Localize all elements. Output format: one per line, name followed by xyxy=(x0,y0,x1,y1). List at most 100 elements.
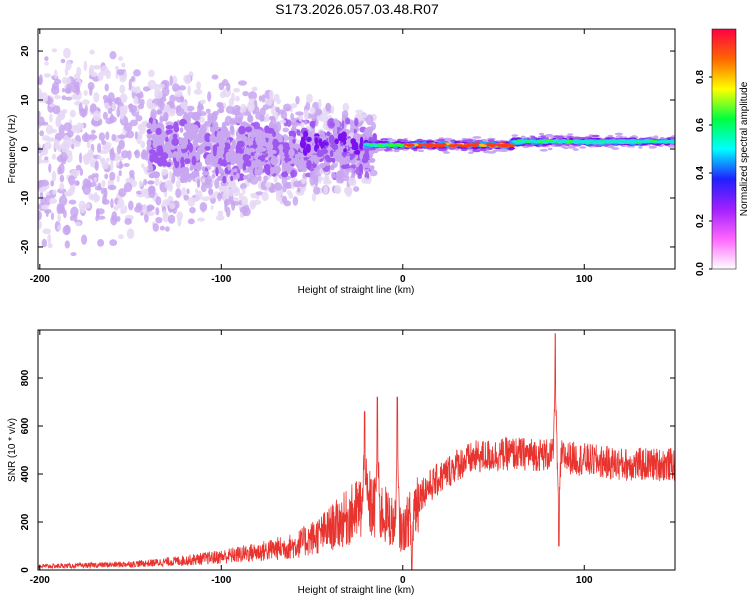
spectrogram-point xyxy=(319,163,326,168)
spectrogram-point xyxy=(171,137,179,146)
spectrogram-point xyxy=(638,146,643,149)
spectrogram-point xyxy=(205,108,211,114)
spectrogram-point xyxy=(70,186,75,195)
spectrogram-point xyxy=(270,156,279,166)
spectrogram-point xyxy=(39,92,49,104)
spectrogram-point xyxy=(233,87,241,93)
spectrogram-point xyxy=(341,120,345,130)
spectrogram-point xyxy=(350,138,357,145)
spectrogram-point xyxy=(173,125,180,133)
spectrogram-point xyxy=(191,124,199,135)
spectrogram-point xyxy=(113,205,119,211)
spectrogram-point xyxy=(533,140,541,144)
spectrogram-point xyxy=(91,129,96,134)
colorbar: 0.0 0.2 0.4 0.6 0.8 Normalized spectral ampl… xyxy=(695,28,750,276)
spectrogram-y-tick-label: -10 xyxy=(20,190,31,205)
spectrogram-point xyxy=(474,142,480,145)
spectrogram-point xyxy=(218,137,222,146)
spectrogram-point xyxy=(222,79,229,87)
spectrogram-point xyxy=(325,102,332,112)
spectrogram-point xyxy=(169,170,173,181)
spectrogram-point xyxy=(134,131,138,140)
spectrogram-point xyxy=(322,141,329,146)
spectrogram-point xyxy=(172,83,180,92)
spectrogram-point xyxy=(121,105,129,111)
snr-y-label: SNR (10 * v/v) xyxy=(7,418,18,482)
spectrogram-point xyxy=(335,173,342,181)
spectrogram-point xyxy=(141,163,145,168)
spectrogram-point xyxy=(44,141,52,150)
spectrogram-point xyxy=(48,163,52,173)
spectrogram-point xyxy=(106,157,110,162)
spectrogram-point xyxy=(83,90,88,96)
spectrogram-point xyxy=(88,134,98,140)
spectrogram-point xyxy=(51,170,57,182)
spectrogram-point xyxy=(295,95,300,105)
spectrogram-point xyxy=(254,159,262,165)
spectrogram-point xyxy=(262,104,270,111)
spectrogram-point xyxy=(334,121,340,127)
spectrogram-point xyxy=(258,95,263,102)
spectrogram-point xyxy=(217,192,222,202)
spectrogram-point xyxy=(54,132,63,141)
spectrogram-point xyxy=(319,130,325,135)
spectrogram-point xyxy=(540,135,546,138)
spectrogram-y-tick-label: 20 xyxy=(20,45,31,57)
spectrogram-point xyxy=(542,141,550,144)
spectrogram-point xyxy=(553,135,561,138)
spectrogram-point xyxy=(123,205,128,214)
spectrogram-point xyxy=(538,132,545,136)
spectrogram-point xyxy=(40,196,47,205)
spectrogram-point xyxy=(153,137,158,148)
spectrogram-point xyxy=(162,199,171,206)
colorbar-tick-label: 0.2 xyxy=(695,214,706,228)
spectrogram-point xyxy=(128,78,132,90)
spectrogram-point xyxy=(545,139,554,142)
spectrogram-point xyxy=(230,110,240,115)
spectrogram-point xyxy=(667,140,674,143)
spectrogram-point xyxy=(110,198,114,209)
spectrogram-point xyxy=(567,133,574,136)
spectrogram-point xyxy=(292,180,302,188)
spectrogram-point xyxy=(111,134,117,142)
spectrogram-point xyxy=(381,143,387,147)
spectrogram-point xyxy=(175,151,180,162)
spectrogram-point xyxy=(91,119,97,126)
spectrogram-point xyxy=(52,105,61,115)
spectrogram-point xyxy=(38,77,41,85)
spectrogram-point xyxy=(47,243,53,249)
spectrogram-point xyxy=(75,164,82,171)
spectrogram-point xyxy=(107,145,111,152)
spectrogram-point xyxy=(81,234,88,245)
spectrogram-point xyxy=(147,180,155,185)
spectrogram-point xyxy=(216,130,224,141)
spectrogram-point xyxy=(51,153,57,160)
spectrogram-point xyxy=(92,110,101,122)
spectrogram-point xyxy=(70,252,77,257)
spectrogram-point xyxy=(207,112,213,122)
snr-line-group xyxy=(37,333,676,571)
spectrogram-point xyxy=(68,175,76,186)
spectrogram-point xyxy=(226,155,231,163)
spectrogram-point xyxy=(134,149,141,159)
spectrogram-point xyxy=(614,132,623,136)
snr-y-tick-label: 600 xyxy=(20,417,31,434)
spectrogram-point xyxy=(248,91,258,101)
snr-y-ticks: 0 200 400 600 800 xyxy=(20,369,675,573)
spectrogram-point xyxy=(460,148,468,152)
spectrogram-point xyxy=(343,148,347,153)
spectrogram-point xyxy=(155,196,162,206)
spectrogram-point xyxy=(54,95,62,100)
spectrogram-point xyxy=(89,157,94,168)
spectrogram-point xyxy=(60,205,65,214)
spectrogram-point xyxy=(306,136,312,142)
spectrogram-point xyxy=(70,206,79,218)
spectrogram-point xyxy=(79,122,85,129)
spectrogram-point xyxy=(343,186,353,195)
spectrogram-point xyxy=(611,147,620,150)
spectrogram-point xyxy=(316,108,323,116)
spectrogram-point xyxy=(230,175,234,182)
spectrogram-point xyxy=(89,103,97,114)
spectrogram-point xyxy=(227,164,231,171)
